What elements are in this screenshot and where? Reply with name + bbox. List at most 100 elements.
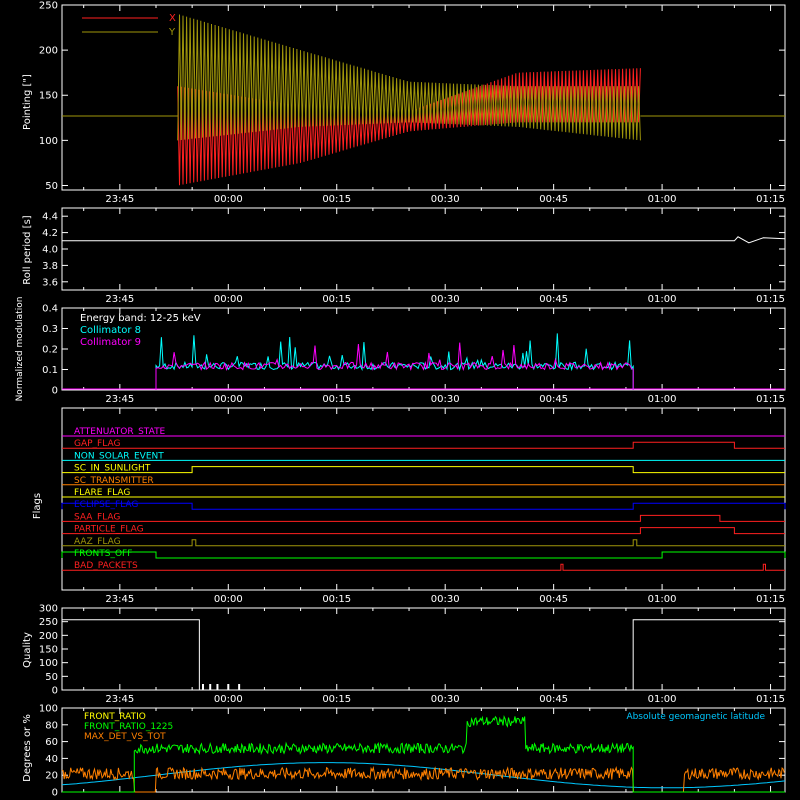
flag-label: FLARE_FLAG <box>74 488 130 498</box>
flag-line <box>62 514 785 522</box>
flag-label: SC_TRANSMITTER <box>74 476 154 486</box>
flag-line <box>62 527 785 535</box>
x-tick-label: 01:15 <box>756 694 785 705</box>
flag-label: FRONTS_OFF <box>74 549 132 559</box>
x-tick-label: 00:45 <box>539 394 568 405</box>
y-tick-label: 300 <box>39 604 58 615</box>
x-tick-label: 00:00 <box>214 294 243 305</box>
modulation-annotation: Energy band: 12-25 keV <box>80 313 201 324</box>
flag-label: BAD_PACKETS <box>74 561 138 571</box>
legend-max-det: MAX_DET_VS_TOT <box>84 732 166 742</box>
flag-label: SAA_FLAG <box>74 512 120 522</box>
y-tick-label: 4.2 <box>42 228 58 239</box>
roll-period-frame: 23:45 00:00 00:15 00:30 00:45 01:00 01:15 3.6 3.… <box>42 207 786 305</box>
y-tick-label: 4.4 <box>42 212 58 223</box>
ratios-annotation: Absolute geomagnetic latitude <box>626 712 765 722</box>
x-tick-label: 23:45 <box>105 594 134 605</box>
ratio-series <box>61 714 786 793</box>
x-tick-label: 00:45 <box>539 594 568 605</box>
ratios-ylabel: Degrees or % <box>22 714 33 782</box>
y-tick-label: 250 <box>39 617 58 628</box>
quality-ylabel: Quality <box>22 632 33 668</box>
y-tick-label: 0.4 <box>42 304 58 315</box>
flag-label: ECLIPSE_FLAG <box>74 500 138 510</box>
y-tick-label: 200 <box>39 631 58 642</box>
quality-blips <box>201 684 241 690</box>
flag-line <box>61 502 786 510</box>
y-tick-label: 0.2 <box>42 345 58 356</box>
roll-period-panel: 23:45 00:00 00:15 00:30 00:45 01:00 01:15 3.6 3.… <box>22 207 786 305</box>
y-tick-label: 3.8 <box>42 261 58 272</box>
modulation-panel: 23:45 00:00 00:15 00:30 00:45 01:00 01:15 0 0.1 0… <box>15 297 786 405</box>
flags-panel: 23:45 00:00 00:15 00:30 00:45 01:00 01:15 Flag… <box>32 407 786 605</box>
flag-label: ATTENUATOR_STATE <box>74 427 166 437</box>
x-tick-label: 00:00 <box>214 694 243 705</box>
x-tick-label: 00:00 <box>214 594 243 605</box>
y-tick-label: 3.6 <box>42 277 58 288</box>
flag-line <box>62 441 785 449</box>
y-tick-label: 200 <box>39 46 58 57</box>
x-tick-label: 23:45 <box>105 294 134 305</box>
x-tick-label: 01:00 <box>648 694 677 705</box>
quality-panel: 23:45 00:00 00:15 00:30 00:45 01:00 01:15 0 50 10… <box>22 604 786 705</box>
modulation-series <box>62 333 785 391</box>
y-tick-label: 100 <box>39 136 58 147</box>
x-tick-label: 00:15 <box>322 594 351 605</box>
y-tick-label: 100 <box>39 658 58 669</box>
y-tick-label: 0.3 <box>42 324 58 335</box>
flag-line <box>62 539 785 547</box>
flag-label: GAP_FLAG <box>74 439 120 449</box>
x-tick-label: 00:15 <box>322 394 351 405</box>
legend-collimator9: Collimator 9 <box>80 337 141 348</box>
x-tick-label: 00:30 <box>431 394 460 405</box>
flag-label: SC_IN_SUNLIGHT <box>74 464 151 474</box>
x-tick-label: 00:00 <box>214 194 243 205</box>
x-tick-label: 01:15 <box>756 394 785 405</box>
y-tick-label: 40 <box>45 754 58 765</box>
pointing-panel: 23:45 00:00 00:15 00:30 00:45 01:00 01:15 50 100… <box>22 1 786 205</box>
flag-line <box>61 551 786 559</box>
modulation-series-9 <box>155 342 634 391</box>
pointing-ylabel: Pointing ["] <box>22 74 33 130</box>
y-tick-label: 0 <box>52 686 58 697</box>
x-tick-label: 01:15 <box>756 194 785 205</box>
flag-line <box>62 563 785 571</box>
y-tick-label: 0 <box>52 386 58 397</box>
x-tick-label: 00:45 <box>539 294 568 305</box>
pointing-frame: 23:45 00:00 00:15 00:30 00:45 01:00 01:15 50 100… <box>39 1 786 205</box>
x-tick-label: 01:15 <box>756 294 785 305</box>
y-tick-label: 50 <box>45 181 58 192</box>
x-tick-label: 01:00 <box>648 194 677 205</box>
geomagnetic-latitude-line <box>61 762 786 789</box>
x-tick-label: 00:30 <box>431 694 460 705</box>
modulation-ylabel: Normalized modulation <box>15 297 25 402</box>
flag-label: PARTICLE_FLAG <box>74 525 144 535</box>
quality-frame: 23:45 00:00 00:15 00:30 00:45 01:00 01:15 0 50 10… <box>39 604 786 705</box>
x-tick-label: 00:15 <box>322 694 351 705</box>
quality-line <box>62 619 785 691</box>
pointing-series <box>62 14 785 186</box>
y-tick-label: 50 <box>45 672 58 683</box>
y-tick-label: 100 <box>39 704 58 715</box>
flag-label: AAZ_FLAG <box>74 537 121 547</box>
x-tick-label: 00:15 <box>322 294 351 305</box>
flag-lines: ATTENUATOR_STATE GAP_FLAG NON_SOLAR_EVENT S… <box>61 427 786 571</box>
x-tick-label: 01:00 <box>648 294 677 305</box>
x-tick-label: 23:45 <box>105 194 134 205</box>
legend-x-label: X <box>169 13 176 24</box>
front-ratio-1225-line <box>62 714 785 793</box>
x-tick-label: 00:15 <box>322 194 351 205</box>
x-tick-label: 00:00 <box>214 394 243 405</box>
x-tick-label: 23:45 <box>105 694 134 705</box>
x-tick-label: 01:00 <box>648 594 677 605</box>
x-tick-label: 01:15 <box>756 594 785 605</box>
y-tick-label: 0 <box>52 788 58 799</box>
y-tick-label: 250 <box>39 1 58 12</box>
pointing-legend: X Y <box>82 13 176 38</box>
roll-period-line <box>62 236 786 244</box>
y-tick-label: 60 <box>45 737 58 748</box>
x-tick-label: 01:00 <box>648 394 677 405</box>
y-tick-label: 80 <box>45 720 58 731</box>
roll-period-ylabel: Roll period [s] <box>22 215 33 284</box>
